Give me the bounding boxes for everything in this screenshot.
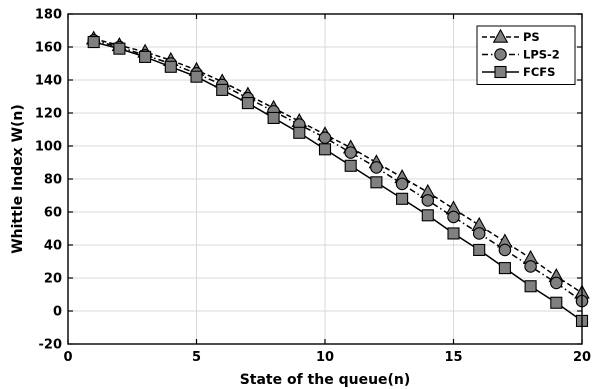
data-point-fcfs [370, 176, 383, 189]
data-point-fcfs [318, 143, 332, 156]
legend-entry-ps: PS [482, 28, 540, 44]
data-point-lps-2 [472, 227, 486, 240]
y-tick-label: 20 [44, 272, 62, 287]
data-point-fcfs [113, 42, 126, 55]
data-point-fcfs [293, 126, 306, 139]
data-point-lps-2 [550, 276, 563, 290]
legend-label-ps: PS [523, 30, 540, 44]
x-tick-label: 15 [444, 350, 462, 365]
series-fcfs [87, 35, 589, 327]
legend-box [476, 25, 576, 85]
y-tick-label: 40 [44, 239, 62, 254]
data-point-lps-2 [498, 243, 512, 257]
legend-marker-lps-2 [494, 48, 507, 61]
data-point-fcfs [498, 262, 511, 275]
x-tick-label: 20 [573, 350, 591, 365]
data-point-fcfs [87, 35, 100, 49]
y-tick-label: 100 [35, 140, 62, 155]
data-point-fcfs [550, 296, 563, 309]
legend-marker-fcfs [494, 65, 507, 79]
data-point-fcfs [421, 209, 434, 222]
y-tick-label: 60 [44, 206, 62, 221]
data-point-fcfs [344, 159, 357, 172]
x-tick-label: 10 [316, 350, 334, 365]
y-tick-label: 140 [35, 74, 62, 89]
x-tick-label: 5 [192, 350, 201, 365]
data-point-fcfs [473, 243, 486, 256]
data-point-lps-2 [370, 161, 383, 174]
data-point-lps-2 [524, 260, 537, 273]
y-tick-label: 80 [44, 173, 62, 188]
data-point-fcfs [216, 83, 229, 96]
data-point-fcfs [190, 70, 203, 83]
y-tick-label: 120 [35, 107, 62, 122]
legend-entry-fcfs: FCFS [482, 65, 555, 79]
data-point-fcfs [139, 50, 152, 63]
y-tick-label: -20 [39, 338, 63, 353]
y-tick-label: 180 [35, 8, 62, 23]
data-point-fcfs [524, 280, 537, 293]
data-point-fcfs [241, 97, 254, 110]
data-point-fcfs [396, 192, 409, 205]
x-tick-label: 0 [63, 350, 72, 365]
data-point-fcfs [447, 227, 460, 240]
y-tick-label: 0 [53, 305, 62, 320]
series-layer [85, 30, 590, 327]
data-point-fcfs [164, 60, 177, 73]
data-point-lps-2 [395, 177, 409, 191]
y-tick-label: 160 [35, 41, 62, 56]
data-point-lps-2 [344, 146, 357, 159]
legend-label-lps-2: LPS-2 [523, 48, 560, 62]
data-point-lps-2 [421, 194, 435, 207]
data-point-fcfs [267, 111, 280, 124]
x-axis-label: State of the queue(n) [240, 372, 411, 388]
y-axis-label: Whittle Index W(n) [10, 104, 26, 254]
data-point-lps-2 [318, 131, 332, 145]
legend-label-fcfs: FCFS [523, 65, 555, 79]
legend-entry-lps-2: LPS-2 [482, 48, 560, 62]
legend: PS LPS-2 FCFS [476, 25, 576, 85]
data-point-lps-2 [447, 210, 460, 224]
legend-marker-ps [492, 28, 509, 43]
